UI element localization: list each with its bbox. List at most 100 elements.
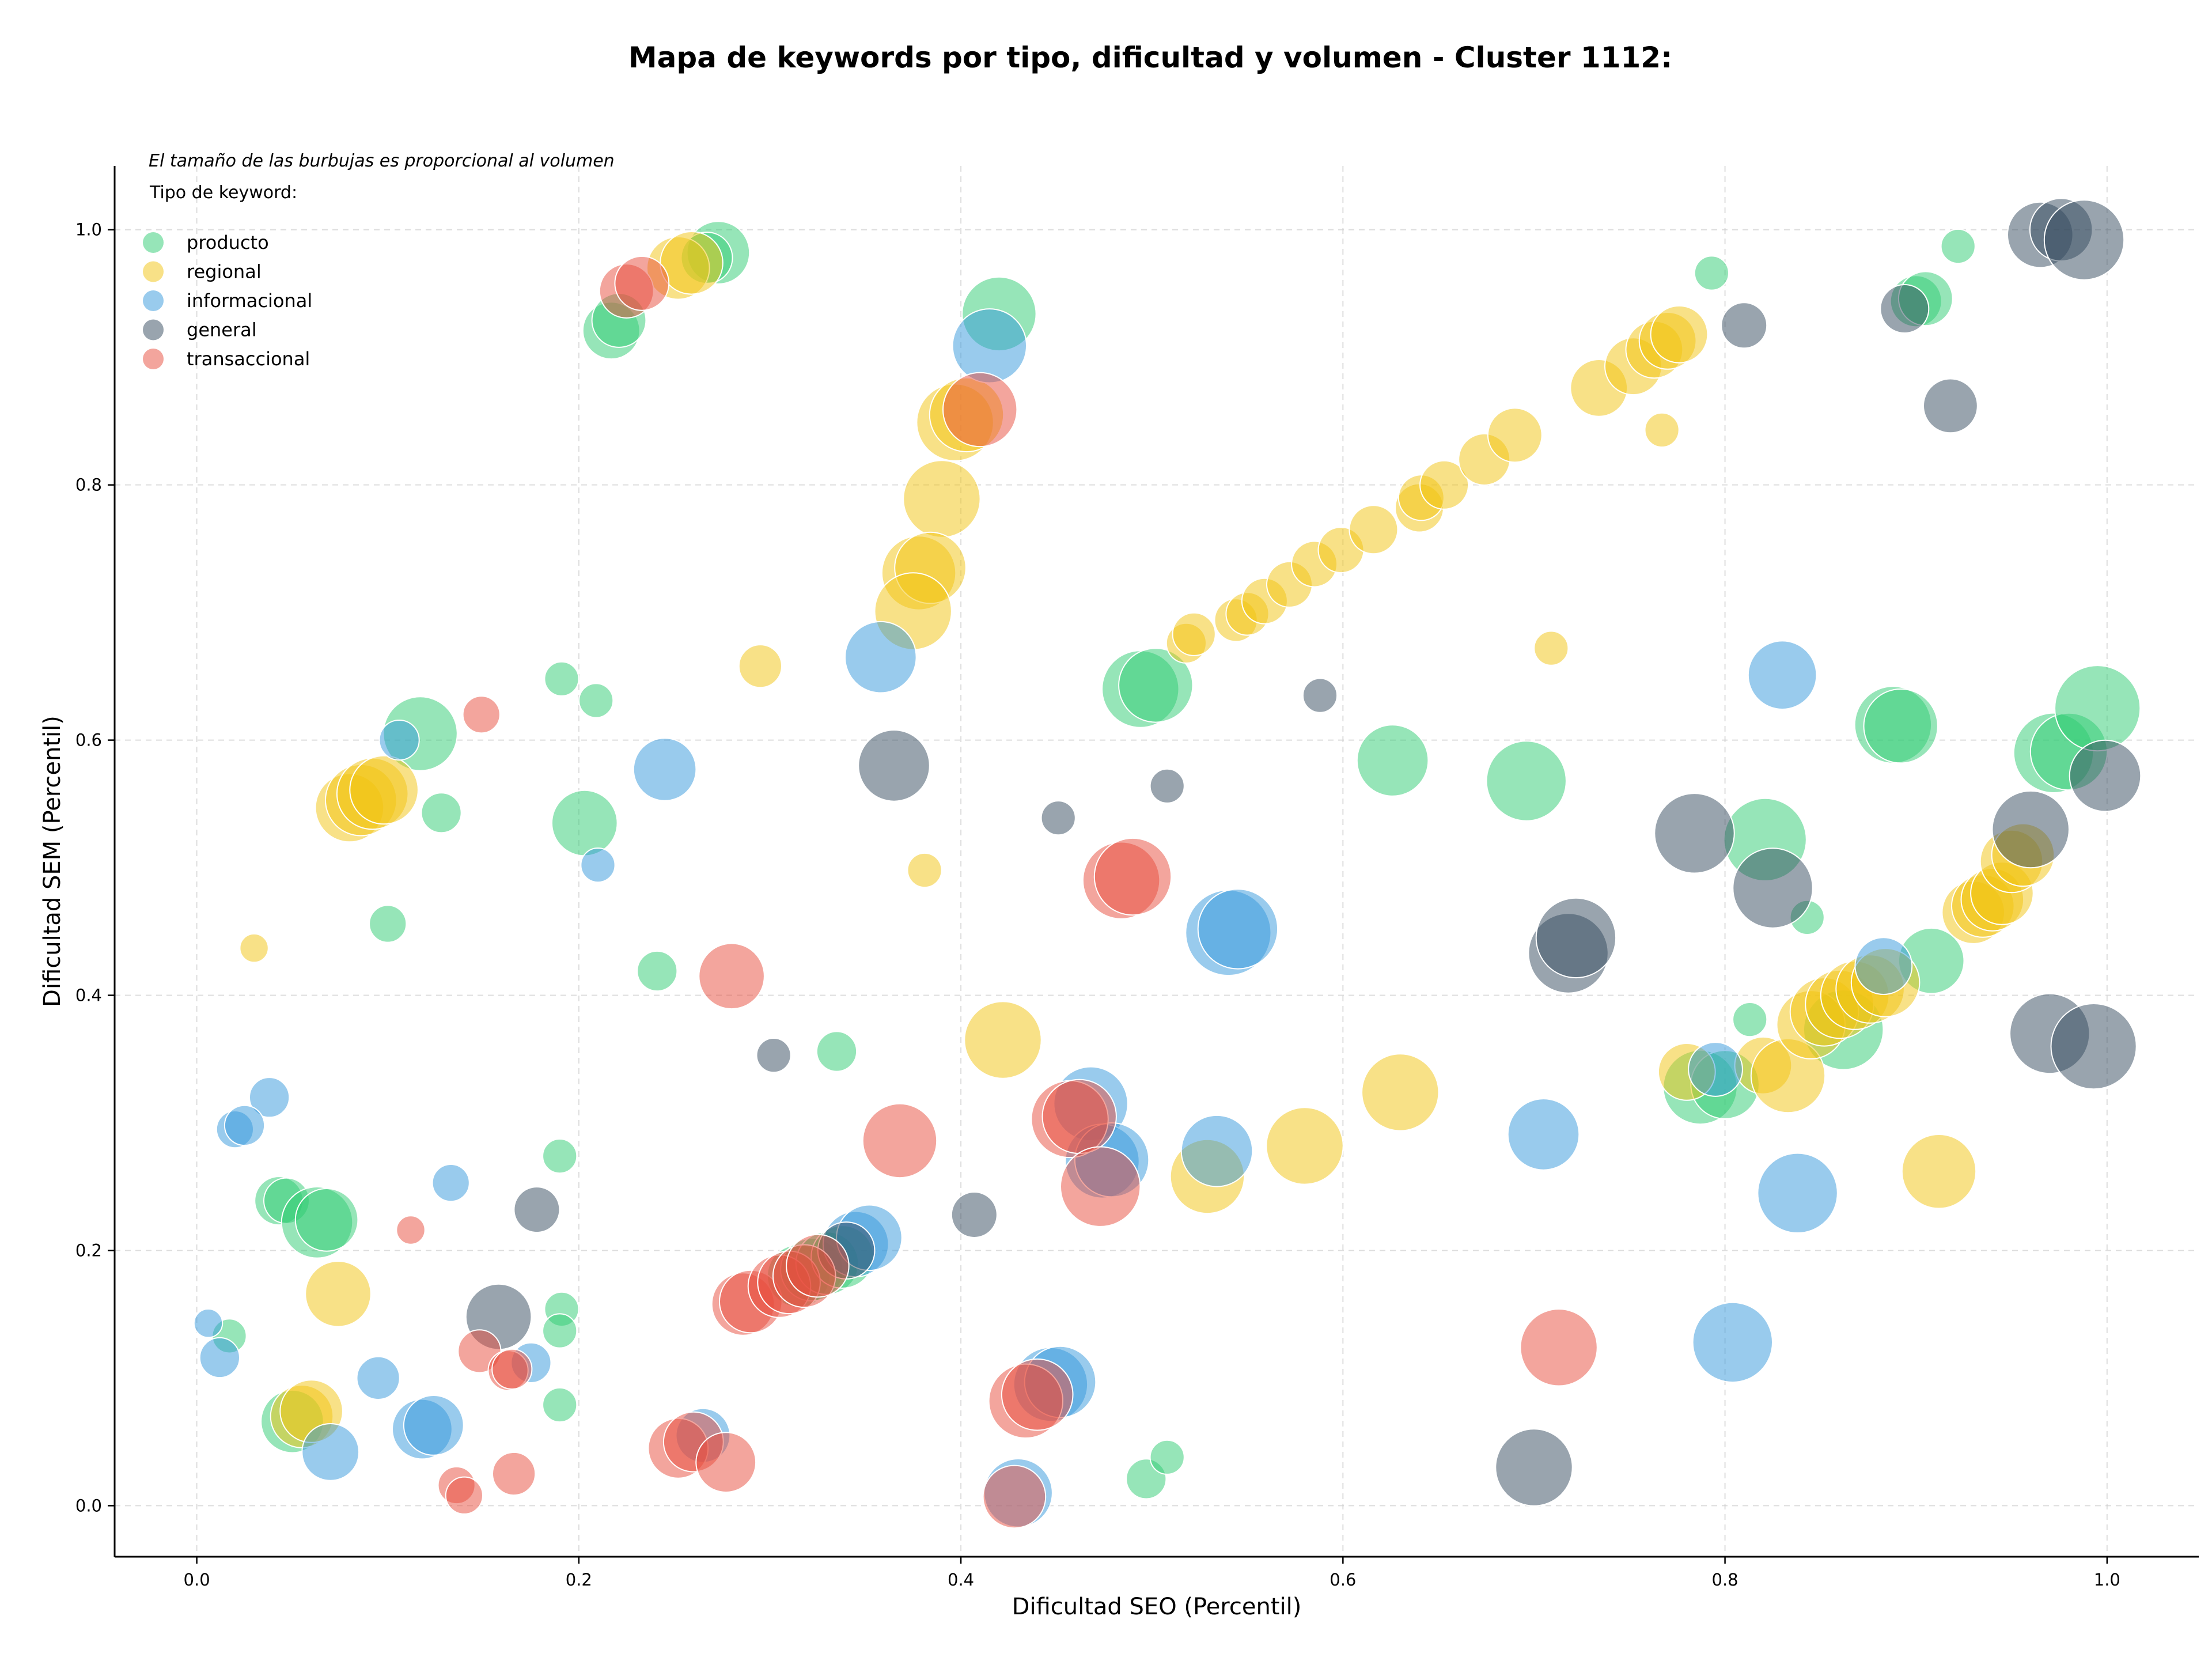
y-axis-label: Dificultad SEM (Percentil)	[39, 716, 66, 1007]
bubble-transaccional	[492, 1451, 536, 1496]
bubble-general	[1732, 847, 1813, 929]
bubble-transaccional	[1001, 1358, 1074, 1431]
series-transaccional	[396, 255, 1598, 1529]
bubble-general	[513, 1186, 560, 1234]
y-tick-label: 0.8	[75, 475, 102, 495]
bubble-transaccional	[1520, 1308, 1598, 1387]
legend-label-general: general	[187, 319, 257, 341]
bubble-producto	[1118, 648, 1194, 723]
bubble-informacional	[403, 1395, 464, 1456]
bubble-informacional	[301, 1423, 360, 1481]
bubble-general	[1923, 378, 1978, 434]
legend-marker-transaccional	[143, 349, 164, 369]
bubble-general	[1654, 793, 1735, 874]
bubble-transaccional	[1093, 837, 1172, 916]
bubble-informacional	[1688, 1042, 1743, 1097]
bubble-producto	[1486, 740, 1567, 822]
bubble-regional	[1650, 305, 1709, 364]
bubble-regional	[1901, 1134, 1977, 1209]
bubble-producto	[1732, 1002, 1768, 1038]
bubble-general	[1991, 790, 2070, 869]
bubble-general	[756, 1038, 791, 1073]
bubble-producto	[369, 905, 407, 943]
bubble-producto	[551, 789, 618, 857]
bubble-general	[858, 729, 930, 802]
legend-marker-general	[143, 319, 164, 340]
legend-marker-regional	[143, 261, 164, 282]
bubble-regional	[1487, 407, 1543, 463]
bubble-general	[1040, 800, 1076, 836]
bubble-informacional	[1507, 1098, 1580, 1171]
series-regional	[239, 231, 2055, 1448]
bubble-transaccional	[614, 255, 670, 311]
bubble-regional	[903, 460, 981, 538]
bubble-producto	[816, 1031, 858, 1072]
bubble-informacional	[1180, 1114, 1253, 1187]
bubble-regional	[1533, 630, 1569, 666]
y-tick-label: 0.0	[75, 1496, 102, 1515]
bubble-regional	[660, 231, 724, 295]
legend-label-transaccional: transaccional	[187, 348, 310, 370]
bubble-general	[1149, 768, 1185, 804]
y-tick-label: 0.2	[75, 1240, 102, 1260]
bubble-general	[1880, 284, 1930, 334]
bubble-regional	[1644, 412, 1680, 448]
bubble-transaccional	[698, 943, 765, 1010]
bubble-producto	[1356, 724, 1429, 797]
bubble-informacional	[1197, 888, 1279, 970]
bubble-producto	[1149, 1439, 1185, 1475]
bubble-regional	[1172, 612, 1216, 656]
legend-label-regional: regional	[187, 261, 262, 283]
bubble-general	[2069, 739, 2142, 812]
bubble-informacional	[193, 1308, 224, 1338]
series-informacional	[193, 308, 1913, 1528]
x-tick-label: 0.4	[948, 1570, 974, 1590]
bubble-regional	[964, 1001, 1042, 1079]
bubble-informacional	[1757, 1152, 1838, 1234]
bubble-transaccional	[862, 1103, 938, 1179]
bubble-informacional	[356, 1356, 400, 1400]
bubble-regional	[349, 755, 419, 825]
bubble-transaccional	[982, 1465, 1047, 1529]
bubble-producto	[1694, 255, 1729, 291]
bubble-informacional	[1854, 937, 1913, 995]
bubble-transaccional	[695, 1432, 757, 1493]
bubble-informacional	[844, 620, 917, 694]
bubble-producto	[637, 950, 678, 992]
legend-items: producto regional informacional general tran…	[143, 232, 312, 370]
legend: El tamaño de las burbujas es proporciona…	[143, 151, 615, 370]
bubble-producto	[578, 683, 614, 718]
bubble-informacional	[952, 308, 1028, 384]
bubble-transaccional	[396, 1215, 426, 1245]
bubble-producto	[542, 1313, 578, 1349]
bubble-general	[950, 1191, 998, 1238]
bubble-regional	[738, 644, 783, 688]
bubble-transaccional	[942, 372, 1018, 448]
bubble-producto	[294, 1188, 359, 1252]
bubble-regional	[907, 852, 942, 888]
legend-title: Tipo de keyword:	[149, 183, 297, 203]
bubble-informacional	[224, 1104, 266, 1147]
bubble-regional	[1349, 505, 1399, 555]
bubble-producto	[542, 1387, 578, 1423]
x-tick-label: 0.2	[566, 1570, 592, 1590]
legend-marker-producto	[143, 232, 164, 253]
y-tick-label: 1.0	[75, 220, 102, 240]
bubble-general	[2050, 1003, 2137, 1090]
x-tick-label: 0.0	[184, 1570, 210, 1590]
bubble-informacional	[1747, 640, 1817, 710]
x-tick-label: 0.6	[1330, 1570, 1356, 1590]
bubble-transaccional	[1060, 1146, 1141, 1227]
bubble-producto	[2054, 665, 2141, 752]
bubble-regional	[1361, 1053, 1440, 1132]
legend-label-informacional: informacional	[187, 290, 312, 312]
bubble-transaccional	[462, 695, 501, 734]
bubble-informacional	[580, 847, 616, 883]
bubble-producto	[542, 1138, 578, 1174]
bubble-informacional	[632, 737, 697, 801]
bubble-producto	[544, 661, 579, 697]
series-general	[465, 198, 2142, 1507]
bubbles	[193, 198, 2142, 1529]
bubble-general	[1495, 1428, 1573, 1507]
